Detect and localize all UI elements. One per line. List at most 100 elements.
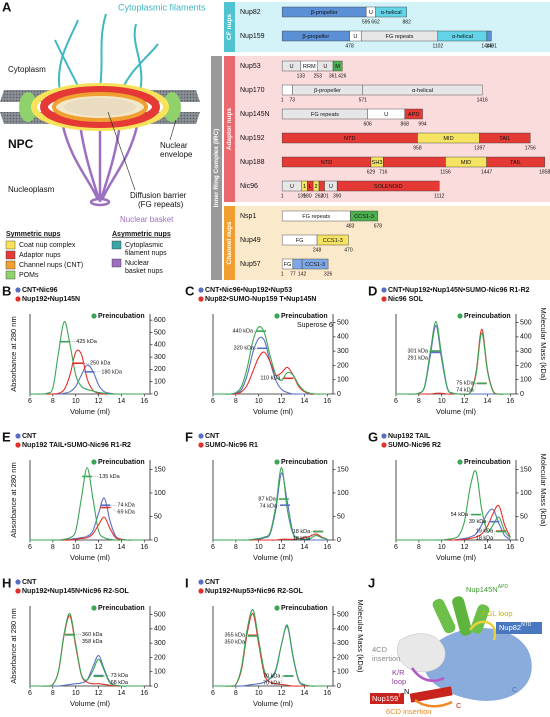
legend-label: CNT (205, 579, 220, 586)
legend-marker (198, 579, 204, 585)
mass-label: 320 kDa (234, 346, 255, 352)
cytoplasmic-filament (54, 13, 159, 93)
y2-tick-label: 100 (337, 490, 349, 497)
legend-marker (15, 296, 21, 302)
label: Nup82NTD (499, 622, 532, 632)
legend-marker (381, 442, 387, 448)
group-background (224, 56, 550, 202)
mass-label: 250 kDa (90, 361, 111, 367)
mass-label: 74 kDa (456, 388, 474, 394)
x-tick-label: 8 (51, 398, 55, 405)
y2-tick-label: 300 (154, 354, 166, 361)
domain-label: M (335, 64, 340, 70)
legend-label: CNT (22, 433, 37, 440)
y2-tick-label: 0 (520, 391, 524, 398)
y2-tick-label: 150 (154, 466, 166, 473)
legend-marker (274, 313, 280, 319)
y2-tick-label: 50 (154, 513, 162, 520)
chart: 6 8 10 12 14 16 0 100 200 300 400 500 600 Volume (ml)… (9, 287, 166, 416)
x-tick-label: 16 (140, 398, 148, 405)
legend-label: Nup192 TAIL (388, 433, 431, 440)
residue-number: 1102 (432, 43, 443, 49)
nup-name: Nup53 (240, 63, 261, 70)
y2-tick-label: 200 (154, 654, 166, 661)
residue-number: 478 (345, 43, 354, 49)
domain-label: U (369, 10, 373, 16)
legend-label: CNT (205, 433, 220, 440)
label: Nup159T (372, 693, 401, 703)
legend-marker (381, 287, 387, 293)
npc-illustration: Cytoplasmic filaments Cytoplasm NPC Nucl… (0, 2, 206, 224)
domain-label: CCS1-3 (305, 262, 325, 268)
legend-label: Nup192•Nup145N•Nic96 R2-SOL (22, 588, 130, 595)
x-tick-label: 8 (417, 398, 421, 405)
y2-tick-label: 200 (154, 366, 166, 373)
mass-label: 54 kDa (451, 512, 469, 518)
legend-marker (457, 313, 463, 319)
legend-swatch (5, 270, 16, 280)
residue-number: 595 (362, 19, 371, 25)
y2-tick-label: 0 (337, 683, 341, 690)
mass-label: 180 kDa (101, 369, 122, 375)
mass-label: 440 kDa (233, 329, 254, 335)
legend-label: Nup192 TAIL•SUMO-Nic96 R1-R2 (22, 442, 131, 449)
legend-label: basket nups (125, 268, 163, 275)
label: (FG repeats) (138, 200, 184, 209)
legend-label: CNT•Nic96 (22, 287, 58, 294)
x-tick-label: 10 (438, 544, 446, 551)
x-tick-label: 10 (72, 398, 80, 405)
residue-number: 390 (333, 193, 342, 199)
legend-label: filament nups (125, 250, 167, 257)
residue-number: 483 (346, 223, 355, 229)
y2-tick-label: 200 (520, 362, 532, 369)
group-label: Channel nups (226, 221, 233, 264)
x-tick-label: 14 (118, 690, 126, 697)
legend-label: Preincubation (98, 459, 145, 466)
legend-marker (274, 459, 280, 465)
legend-label: SUMO-Nic96 R2 (388, 442, 441, 449)
y2-tick-label: 150 (337, 466, 349, 473)
legend-swatch (111, 258, 122, 268)
legend-marker (381, 296, 387, 302)
legend-marker (198, 287, 204, 293)
residue-number: 1481 (486, 43, 497, 49)
panel-label: E (2, 429, 11, 444)
nup-name: Nup170 (240, 87, 265, 94)
legend-label: Preincubation (98, 605, 145, 612)
y2-tick-label: 0 (154, 683, 158, 690)
label: C (512, 685, 518, 694)
x-tick-label: 16 (323, 690, 331, 697)
nup82-ntd (424, 628, 532, 701)
x-tick-label: 10 (72, 544, 80, 551)
mass-label: 70 kDa (263, 680, 281, 686)
residue-number: 180 (303, 193, 312, 199)
basket-ring (89, 197, 111, 207)
trace (213, 609, 328, 687)
legend-marker (198, 588, 204, 594)
trace (213, 351, 328, 395)
domain (350, 210, 379, 222)
legend-label: Nup192•Nup53•Nic96 R2-SOL (205, 588, 304, 595)
chart: 6 8 10 12 14 16 0 50 100 150 Volume (ml) Molecular … (381, 433, 548, 562)
structure-illustration: Nup145NAPD FGL loop Nup82NTD 4CD inserti… (370, 584, 542, 716)
domain-label: FG repeats (386, 34, 414, 40)
domain-label: FG repeats (302, 214, 330, 220)
x-tick-label: 8 (234, 690, 238, 697)
y2-tick-label: 50 (520, 513, 528, 520)
group-background (224, 206, 550, 280)
x-tick-label: 12 (278, 544, 286, 551)
mass-leader (474, 383, 476, 391)
domain (486, 30, 492, 42)
helix (470, 604, 490, 634)
legend-label: Nup192•Nup145N (22, 296, 80, 303)
trace (30, 467, 145, 541)
residue-number: 1416 (477, 97, 488, 103)
legend-label: CNT (22, 579, 37, 586)
residue-number: 248 (313, 247, 322, 253)
mass-leader (493, 531, 496, 539)
domain-label: L (309, 184, 312, 190)
chart: 6 8 10 12 14 16 0 50 100 150 Volume (ml) Absorbance… (9, 433, 166, 562)
domain-label: β-propeller (314, 88, 341, 94)
domain-label: α-helical (412, 88, 433, 94)
